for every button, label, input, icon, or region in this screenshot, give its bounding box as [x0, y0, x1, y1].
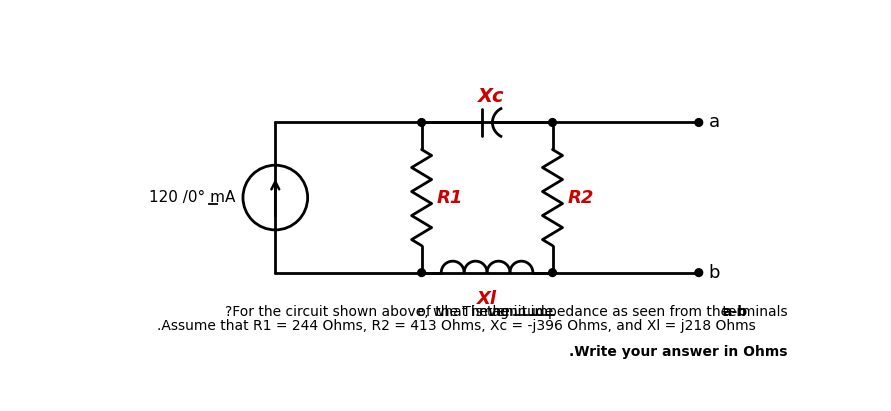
Circle shape [695, 119, 703, 126]
Circle shape [549, 119, 556, 126]
Text: b: b [709, 263, 720, 282]
Text: Xc: Xc [478, 87, 504, 106]
Circle shape [549, 269, 556, 277]
Text: a-b: a-b [723, 305, 748, 319]
Text: R1: R1 [437, 189, 463, 207]
Text: .Assume that R1 = 244 Ohms, R2 = 413 Ohms, Xc = -j396 Ohms, and Xl = j218 Ohms: .Assume that R1 = 244 Ohms, R2 = 413 Ohm… [157, 319, 756, 333]
Text: R2: R2 [568, 189, 594, 207]
Text: of the Thevenin impedance as seen from the: of the Thevenin impedance as seen from t… [413, 305, 733, 319]
Text: ?For the circuit shown above, what is the: ?For the circuit shown above, what is th… [225, 305, 514, 319]
Text: magnitude: magnitude [478, 305, 554, 319]
Text: Xl: Xl [477, 290, 497, 307]
Text: terminals: terminals [718, 305, 788, 319]
Circle shape [418, 269, 426, 277]
Circle shape [418, 119, 426, 126]
Text: a: a [709, 113, 720, 132]
Text: 120 /0° mA: 120 /0° mA [149, 190, 235, 205]
Circle shape [695, 269, 703, 277]
Text: .Write your answer in Ohms: .Write your answer in Ohms [568, 345, 788, 359]
